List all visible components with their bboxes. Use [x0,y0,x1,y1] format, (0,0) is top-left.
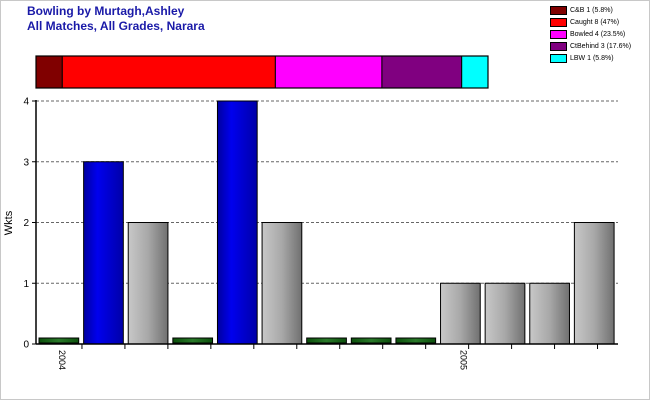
x-year-label-1: 2005 [459,350,469,370]
share-segment-2 [274,55,383,89]
legend: C&B 1 (5.8%) Caught 8 (47%) Bowled 4 (23… [550,5,650,65]
legend-label-cb: C&B 1 (5.8%) [570,7,613,14]
axes [32,100,618,349]
dismissal-share-bar [35,55,489,89]
legend-label-bowled: Bowled 4 (23.5%) [570,31,626,38]
legend-item-caught: Caught 8 (47%) [550,17,650,28]
bar-2 [127,222,169,345]
share-segment-4 [461,55,489,89]
y-tick-labels: 0 1 2 3 4 [23,97,29,351]
y-tick-label-4: 4 [23,97,29,108]
bar-3 [172,337,214,344]
bar-10 [484,282,526,345]
bar-1 [83,161,124,345]
y-tick-label-0: 0 [23,340,29,351]
legend-swatch-bowled [550,30,567,39]
chart-title-line-2: All Matches, All Grades, Narara [27,19,205,33]
bar-12 [573,222,615,345]
legend-label-caught: Caught 8 (47%) [570,19,620,26]
legend-item-ctbehind: CtBehind 3 (17.6%) [550,41,650,52]
legend-label-lbw: LBW 1 (5.8%) [570,55,614,62]
x-tick-labels: 2004 2005 [57,350,469,370]
bar-7 [350,337,392,344]
legend-label-ctbehind: CtBehind 3 (17.6%) [570,43,632,50]
legend-swatch-caught [550,18,567,27]
bar-6 [306,337,347,344]
share-bar-border [35,55,489,89]
legend-item-lbw: LBW 1 (5.8%) [550,53,650,64]
legend-swatch-ctbehind [550,42,567,51]
legend-swatch-lbw [550,54,567,63]
bar-8 [395,337,437,344]
share-segment-0 [35,55,63,89]
bar-4 [216,100,258,345]
bars [38,100,615,345]
y-axis-title: Wkts [3,210,15,235]
y-tick-label-2: 2 [23,218,29,229]
chart-title-line-1: Bowling by Murtagh,Ashley [27,4,185,18]
share-segment-3 [381,55,463,89]
bar-9 [440,282,481,345]
x-year-label-0: 2004 [57,350,67,370]
legend-item-cb: C&B 1 (5.8%) [550,5,650,16]
y-tick-label-1: 1 [23,279,29,290]
bar-11 [529,282,570,345]
share-segment-1 [61,55,276,89]
bar-0 [38,337,80,344]
legend-item-bowled: Bowled 4 (23.5%) [550,29,650,40]
bar-5 [261,222,303,345]
legend-swatch-cb [550,6,567,15]
y-tick-label-3: 3 [23,157,29,168]
